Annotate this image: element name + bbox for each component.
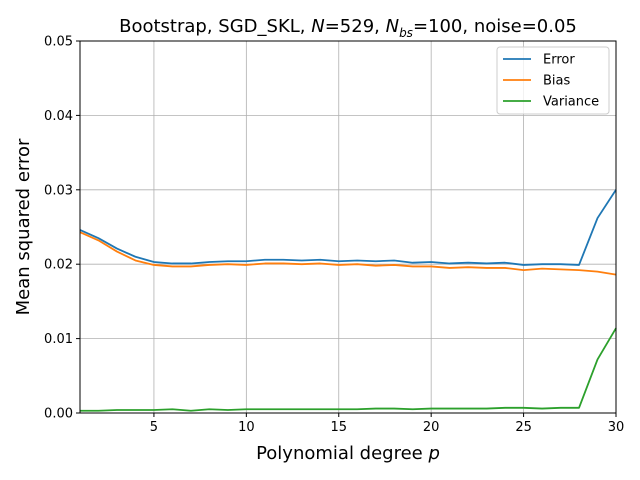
x-axis-ticks: 5 10 15 20 25 30 — [150, 413, 624, 435]
x-tick-label: 10 — [238, 420, 255, 435]
x-axis-label: Polynomial degree p — [256, 443, 440, 464]
y-tick-label: 0.04 — [44, 109, 73, 124]
x-tick-label: 25 — [515, 420, 532, 435]
legend-box — [496, 46, 610, 115]
plot-frame — [79, 40, 617, 414]
legend: Error Bias Variance — [496, 46, 610, 115]
y-tick-label: 0.00 — [44, 407, 73, 422]
y-tick-label: 0.03 — [44, 183, 73, 198]
x-tick-label: 15 — [330, 420, 347, 435]
x-tick-label: 30 — [608, 420, 625, 435]
y-tick-label: 0.01 — [44, 332, 73, 347]
legend-label-variance: Variance — [543, 95, 599, 110]
y-tick-label: 0.05 — [44, 35, 73, 50]
x-tick-label: 20 — [423, 420, 440, 435]
series-line-error — [79, 189, 617, 266]
y-tick-label: 0.02 — [44, 258, 73, 273]
legend-label-bias: Bias — [543, 74, 570, 89]
series-line-bias — [79, 231, 617, 276]
grid — [80, 40, 617, 414]
y-axis-ticks: 0.00 0.01 0.02 0.03 0.04 0.05 — [44, 35, 80, 422]
series-lines — [79, 189, 617, 412]
y-axis-label: Mean squared error — [13, 138, 34, 315]
x-tick-label: 5 — [150, 420, 158, 435]
series-line-variance — [80, 327, 617, 412]
chart-title: Bootstrap, SGD_SKL, N=529, Nbs=100, nois… — [119, 16, 577, 40]
legend-label-error: Error — [543, 53, 575, 68]
